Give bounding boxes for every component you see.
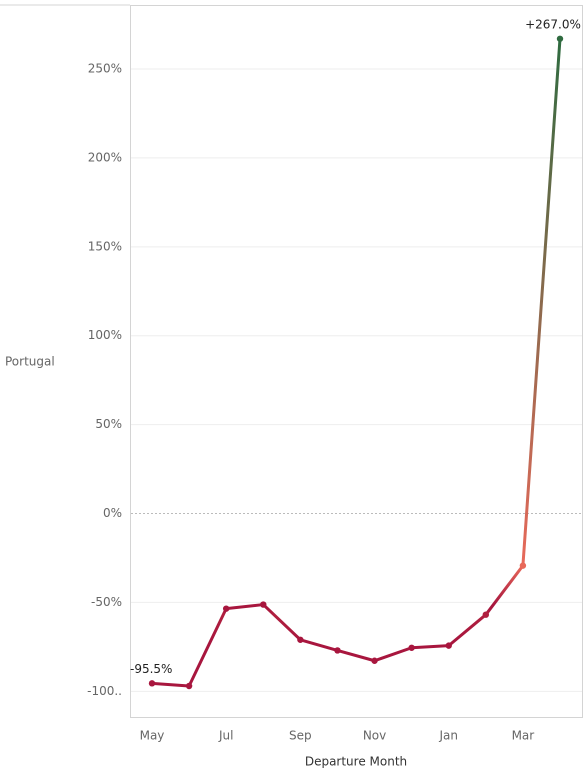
point (260, 601, 267, 608)
pane-border (130, 5, 583, 718)
point (556, 35, 564, 42)
value-label: +267.0% (525, 17, 581, 31)
x-tick-label: Jul (218, 729, 233, 743)
y-tick-label: 50% (95, 417, 122, 431)
x-tick-label: Sep (289, 729, 312, 743)
x-axis-title: Departure Month (305, 755, 407, 769)
point (408, 644, 415, 651)
y-tick-label: 150% (88, 239, 122, 253)
point (148, 680, 156, 687)
value-label: -95.5% (130, 662, 172, 676)
point (334, 647, 341, 654)
y-tick-label: -100.. (87, 684, 122, 698)
point (185, 682, 193, 690)
point (482, 611, 490, 618)
y-tick-label: 200% (88, 150, 122, 164)
x-tick-label: Mar (512, 729, 535, 743)
x-tick-label: May (140, 729, 165, 743)
line (151, 38, 562, 688)
y-tick-label: 0% (103, 506, 122, 520)
point (222, 605, 230, 612)
point (445, 642, 452, 649)
y-tick-label: -50% (91, 595, 122, 609)
point (519, 562, 527, 569)
y-tick-label: 100% (88, 328, 122, 342)
x-tick-label: Jan (438, 729, 458, 743)
x-tick-label: Nov (363, 729, 386, 743)
row-label: Portugal (5, 355, 55, 369)
y-tick-label: 250% (88, 62, 122, 76)
point (371, 657, 378, 664)
point (297, 636, 304, 643)
